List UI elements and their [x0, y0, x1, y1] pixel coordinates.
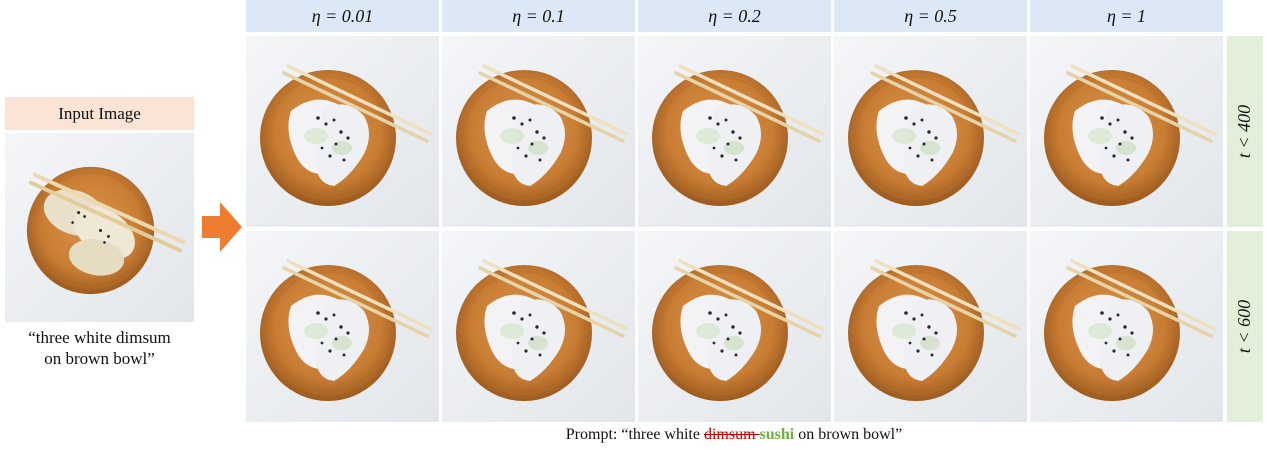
row-label-t600: t < 600: [1227, 231, 1263, 422]
result-t400-eta-0-01: [246, 36, 439, 227]
prompt-caption: Prompt: “three white dimsum sushi on bro…: [246, 426, 1222, 444]
prompt-suffix: on brown bowl”: [794, 426, 903, 443]
input-caption: “three white dimsum on brown bowl”: [5, 327, 194, 369]
result-t400-eta-1: [1030, 36, 1223, 227]
prompt-removed-word: dimsum: [703, 426, 760, 443]
result-t600-eta-0-01: [246, 231, 439, 422]
right-arrow-icon: [202, 202, 242, 252]
result-t600-eta-0-2: [638, 231, 831, 422]
input-caption-line-2: on brown bowl”: [44, 349, 155, 368]
column-header-eta-0-01: η = 0.01: [246, 0, 439, 32]
row-label-t400: t < 400: [1227, 36, 1263, 227]
row-label-t400-text: t < 400: [1234, 104, 1255, 159]
column-header-eta-0-5: η = 0.5: [834, 0, 1027, 32]
result-t400-eta-0-1: [442, 36, 635, 227]
column-header-eta-0-1: η = 0.1: [442, 0, 635, 32]
column-header-eta-0-2: η = 0.2: [638, 0, 831, 32]
column-header-eta-1: η = 1: [1030, 0, 1223, 32]
result-t400-eta-0-5: [834, 36, 1027, 227]
input-image-label: Input Image: [5, 97, 194, 130]
row-label-t600-text: t < 600: [1234, 299, 1255, 354]
input-caption-line-1: “three white dimsum: [28, 328, 171, 347]
result-t400-eta-0-2: [638, 36, 831, 227]
result-t600-eta-0-5: [834, 231, 1027, 422]
result-t600-eta-0-1: [442, 231, 635, 422]
result-t600-eta-1: [1030, 231, 1223, 422]
prompt-prefix: Prompt: “three white: [565, 426, 704, 443]
input-image: [5, 133, 194, 322]
prompt-added-word: sushi: [759, 426, 795, 443]
